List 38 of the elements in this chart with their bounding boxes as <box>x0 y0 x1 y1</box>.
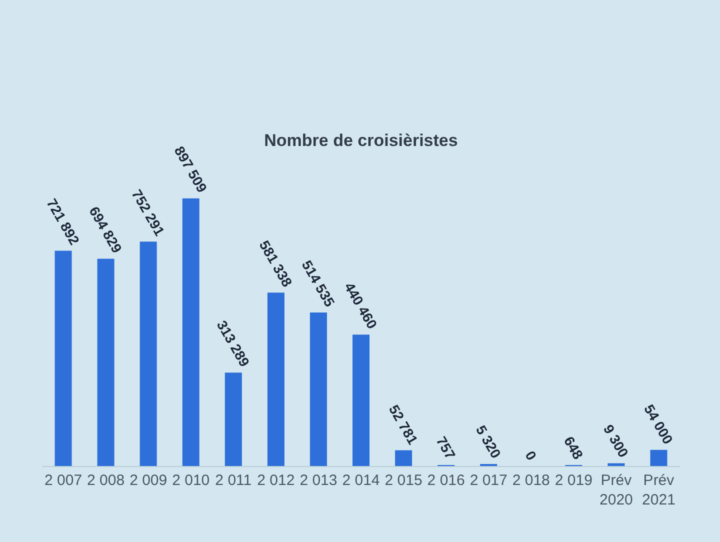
x-tick-label: 2 011 <box>215 472 252 489</box>
bar <box>224 372 242 466</box>
bar <box>182 198 200 466</box>
bar <box>310 312 327 466</box>
x-tick-label: 2 012 <box>257 472 295 489</box>
bar <box>97 258 114 466</box>
data-label: 648 <box>560 434 586 462</box>
x-tick-label: Prév 2020 <box>600 472 633 508</box>
data-label: 694 829 <box>86 204 126 256</box>
data-label: 9 300 <box>600 422 632 460</box>
data-label: 514 535 <box>298 258 338 310</box>
data-label: 897 509 <box>171 143 210 196</box>
x-tick-label: 2 019 <box>554 472 592 489</box>
bar <box>54 250 72 466</box>
bar <box>650 450 668 466</box>
chart-title: Nombre de croisièristes <box>264 130 458 150</box>
bar <box>352 334 370 466</box>
x-tick-label: 2 018 <box>512 472 550 489</box>
x-tick-label: 2 015 <box>384 472 422 489</box>
x-tick-label: 2 014 <box>342 472 380 489</box>
data-label: 313 289 <box>214 318 254 370</box>
x-tick-label: 2 007 <box>44 472 82 489</box>
data-label: 440 460 <box>341 280 381 332</box>
x-tick-label: 2 013 <box>300 472 338 489</box>
bar <box>267 292 284 466</box>
x-tick-label: 2 017 <box>470 472 508 489</box>
x-tick-label: 2 008 <box>87 472 125 489</box>
data-label: 54 000 <box>641 402 676 447</box>
x-tick-label: 2 009 <box>130 472 168 489</box>
bar <box>608 463 625 466</box>
x-tick-label: 2 010 <box>172 472 210 489</box>
bar <box>140 242 157 466</box>
data-label: 0 <box>522 448 540 463</box>
bar <box>395 450 412 466</box>
x-tick-label: Prév 2021 <box>642 472 676 508</box>
data-label: 757 <box>433 434 459 462</box>
data-label: 5 320 <box>472 422 504 461</box>
x-tick-label: 2 016 <box>427 472 465 489</box>
